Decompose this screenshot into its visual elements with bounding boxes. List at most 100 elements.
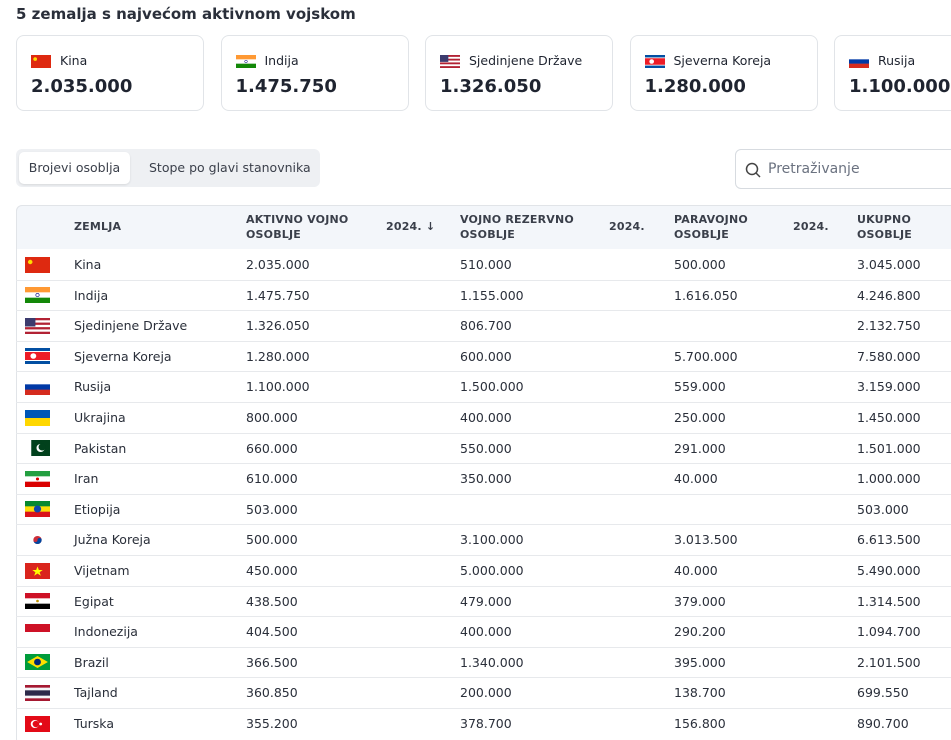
row-divider [16,310,951,312]
flag-icon [25,654,50,671]
cell-value: 500.000 [674,257,726,272]
flag-part [25,511,50,518]
column-header[interactable]: VOJNO REZERVNO OSOBLJE [460,213,574,241]
cell-value: 290.200 [674,624,726,640]
cell-value: 291.000 [674,440,726,456]
column-header[interactable]: PARAVOJNO OSOBLJE [674,213,748,241]
cell-value: 3.100.000 [460,532,524,548]
cell-value: 1.326.050 [246,318,310,334]
country-name[interactable]: Turska [74,716,114,731]
cell-value: 7.580.000 [857,348,921,364]
flag-part [25,417,50,426]
flag-part [849,59,869,64]
country-name[interactable]: Rusija [74,379,112,395]
country-name[interactable]: Indonezija [74,624,138,640]
cell-value: 5.490.000 [857,563,921,578]
country-name[interactable]: Južna Koreja [74,532,151,548]
flag-part [33,57,37,61]
cell-value: 503.000 [857,501,909,517]
column-header[interactable]: 2024. [609,220,645,233]
flag [25,287,50,304]
row-divider [16,616,951,618]
flag-part [25,292,50,299]
stat-card: Rusija 1.100.000 [834,35,951,111]
flag-part [25,440,32,457]
cell-value: 450.000 [246,563,298,578]
tab[interactable]: Stope po glavi stanovnika [149,160,311,175]
cell-value: 1.475.750 [246,287,310,303]
stat-card: Kina 2.035.000 [16,35,204,111]
country-name[interactable]: Egipat [74,593,114,609]
flag [25,501,50,518]
country-name[interactable]: Brazil [74,654,109,670]
cell-value: 600.000 [460,348,512,364]
flag-icon [25,593,50,610]
cell-value: 400.000 [460,624,512,640]
cell-value: 660.000 [246,440,298,456]
tab[interactable]: Brojevi osoblja [19,152,130,184]
flag [25,470,50,487]
cell-value: 5.000.000 [460,563,524,578]
flag-part [235,59,256,64]
stat-card: Sjedinjene Države 1.326.050 [425,35,613,111]
column-header[interactable]: 2024. ↓ [386,220,436,233]
country-name[interactable]: Iran [74,471,99,487]
card-country: Sjedinjene Države [469,53,583,68]
flag [25,654,50,671]
flag-part [25,389,50,395]
country-name[interactable]: Tajland [74,685,118,701]
flag-part [35,477,40,481]
flag-part [25,297,50,304]
flag-part [32,720,40,727]
country-name[interactable]: Ukrajina [74,410,126,425]
row-divider [16,463,951,465]
flag-part [235,55,256,60]
card-value: 2.035.000 [31,76,133,97]
column-header[interactable]: ZEMLJA [74,220,122,233]
flag [25,531,50,548]
country-name[interactable]: Sjedinjene Države [74,318,188,334]
tab-bar: Brojevi osoblja Stope po glavi stanovnik… [16,149,320,187]
cell-value: 550.000 [460,440,512,456]
flag [235,55,256,68]
country-name[interactable]: Indija [74,287,109,303]
column-header[interactable]: AKTIVNO VOJNO OSOBLJE [246,213,349,241]
flag [25,623,50,640]
flag [25,317,50,334]
row-divider [16,585,951,587]
column-header[interactable]: 2024. [793,220,829,233]
cell-value: 806.700 [460,318,512,334]
row-divider [16,432,951,434]
flag-icon [25,409,50,426]
search-box[interactable]: Pretraživanje [735,149,951,189]
row-divider [16,279,951,281]
flag-part [25,317,36,327]
row-divider [16,646,951,648]
flag [25,593,50,610]
flag-icon [25,348,50,365]
country-name[interactable]: Pakistan [74,440,127,456]
country-name[interactable]: Vijetnam [74,563,130,578]
flag-icon [25,562,50,579]
flag-part [33,505,42,513]
flag [440,55,460,68]
flag-icon [25,317,50,334]
cell-value: 360.850 [246,685,298,701]
flag-part [39,722,43,725]
cell-value: 379.000 [674,593,726,609]
card-country: Rusija [878,53,916,68]
flag-part [25,684,50,688]
flag-part [25,501,50,507]
card-value: 1.475.750 [235,76,337,97]
icon-part [745,162,759,176]
cell-value: 2.132.750 [857,318,921,334]
column-header[interactable]: UKUPNO OSOBLJE [857,213,913,241]
cell-value: 1.280.000 [246,348,310,364]
flag-part [38,443,46,451]
country-name[interactable]: Kina [74,257,102,272]
cell-value: 355.200 [246,716,298,731]
country-name[interactable]: Etiopija [74,501,121,517]
country-name[interactable]: Sjeverna Koreja [74,348,172,364]
cell-value: 1.314.500 [857,593,921,609]
